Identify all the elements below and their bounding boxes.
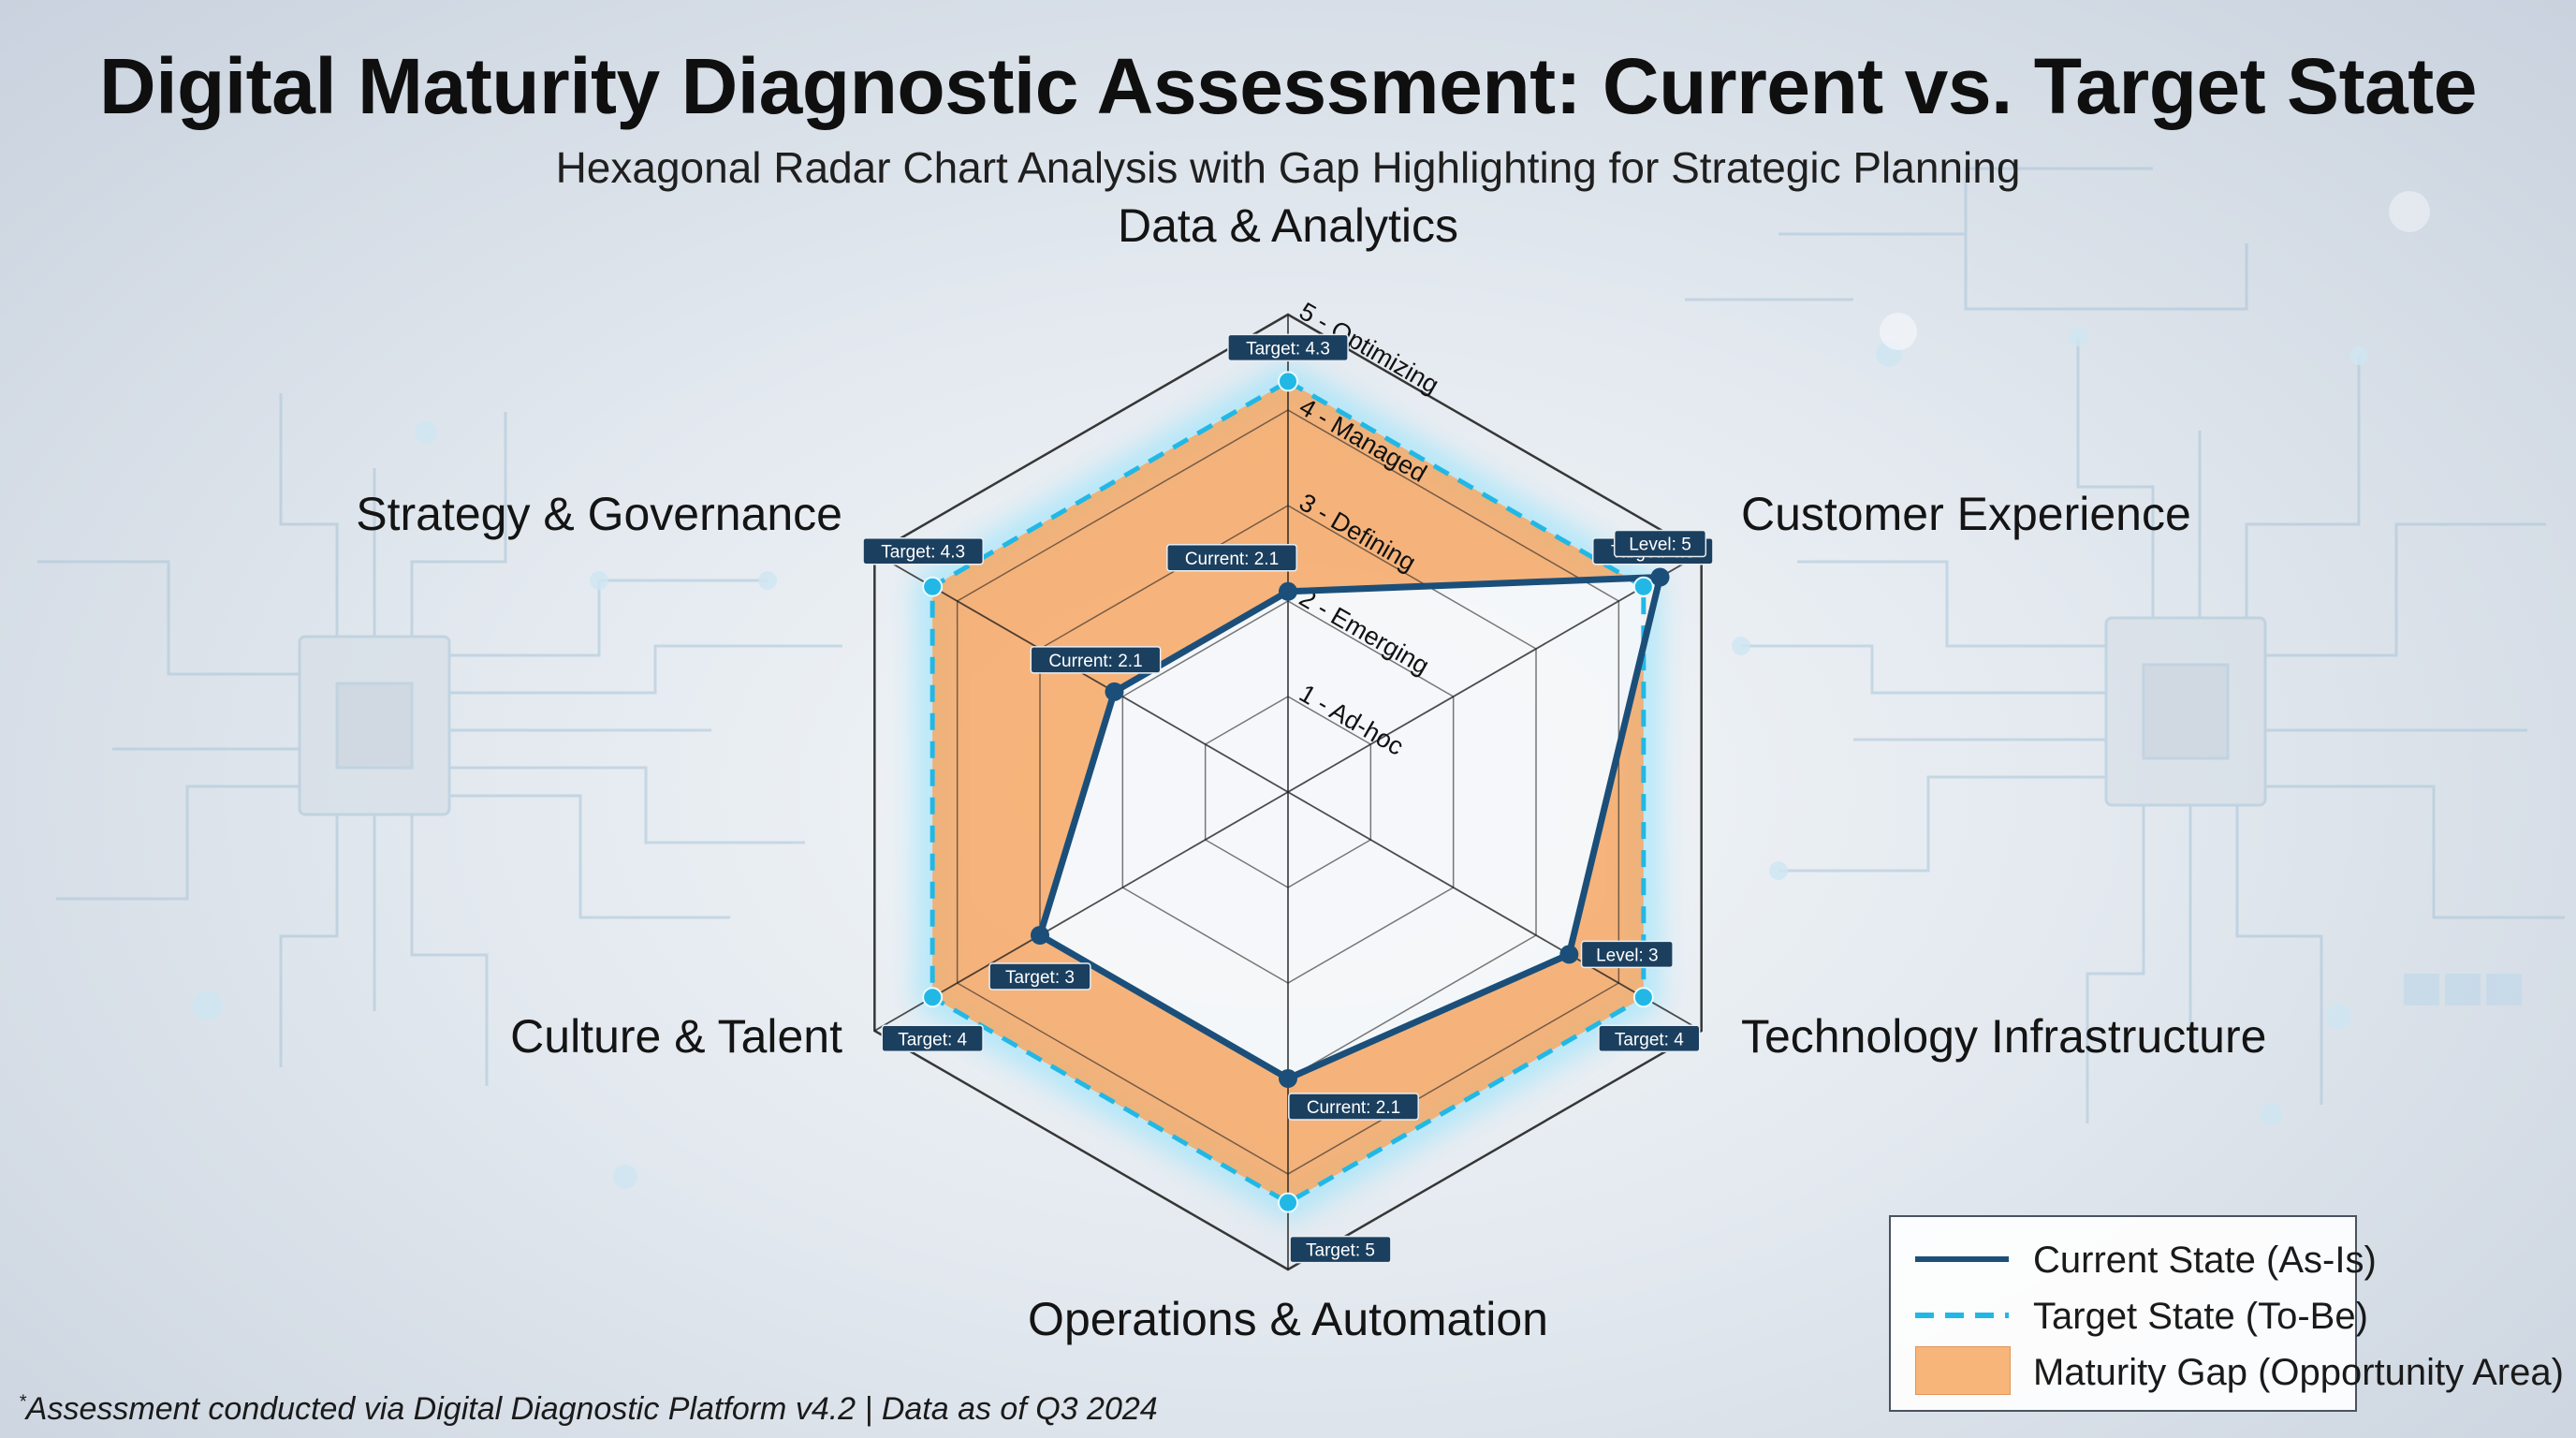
target-label-text: Target: 4: [898, 1030, 967, 1049]
legend-item-current: Current State (As-Is): [1891, 1230, 2377, 1286]
legend-label-current: Current State (As-Is): [2033, 1240, 2377, 1281]
target-point: [922, 987, 944, 1008]
current-label-box: [1580, 940, 1674, 969]
axis-spoke: [1287, 791, 1703, 1032]
current-label-box: [1288, 1093, 1419, 1121]
legend-solid-line-swatch: [1915, 1256, 2009, 1262]
current-label-text: Current: 2.1: [1185, 550, 1279, 569]
current-label-text: Level: 5: [1629, 536, 1691, 555]
legend-dashed-line-swatch: [1915, 1313, 2009, 1318]
current-label: Current: 2.1: [1288, 1093, 1419, 1121]
current-label-box: [988, 962, 1091, 990]
target-point: [1278, 371, 1298, 392]
axis-label: Culture & Talent: [510, 1010, 842, 1063]
current-label-text: Current: 2.1: [1307, 1098, 1400, 1118]
axis-spoke: [873, 791, 1289, 1032]
legend-label-target: Target State (To-Be): [2033, 1296, 2368, 1337]
legend-gap-swatch: [1915, 1346, 2011, 1395]
chart-subtitle: Hexagonal Radar Chart Analysis with Gap …: [555, 143, 2021, 192]
legend-item-gap: Maturity Gap (Opportunity Area): [1891, 1343, 2564, 1399]
current-point: [1650, 567, 1670, 587]
target-label-box: [1289, 1235, 1392, 1264]
current-label-box: [1030, 646, 1162, 674]
axis-spoke: [1287, 552, 1703, 793]
target-label: Target: 5: [1289, 1235, 1392, 1264]
current-label-text: Current: 2.1: [1048, 652, 1142, 671]
axis-label: Technology Infrastructure: [1741, 1010, 2266, 1063]
current-label: Current: 2.1: [1030, 646, 1162, 674]
target-label-text: Target: 4.3: [881, 543, 965, 563]
target-point: [922, 576, 944, 597]
target-point: [1278, 1192, 1298, 1213]
legend-label-gap: Maturity Gap (Opportunity Area): [2033, 1352, 2564, 1393]
legend-item-target: Target State (To-Be): [1891, 1286, 2368, 1343]
target-label-box: [1227, 333, 1349, 362]
target-label: Target: 4.3: [862, 536, 985, 565]
target-label-text: Target: 5: [1306, 1241, 1375, 1261]
current-point: [1030, 926, 1049, 945]
target-label-text: Target: 4: [1615, 1030, 1684, 1049]
current-point: [1279, 581, 1297, 601]
current-label: Current: 2.1: [1166, 544, 1297, 572]
current-label-text: Target: 3: [1005, 968, 1075, 988]
axis-label: Customer Experience: [1741, 488, 2191, 540]
current-label: Level: 5: [1613, 529, 1707, 558]
current-label-box: [1166, 544, 1297, 572]
current-label: Target: 3: [988, 962, 1091, 990]
target-point: [1632, 576, 1654, 597]
target-label: Target: 4.3: [1227, 333, 1349, 362]
target-label: Target: 4: [881, 1024, 984, 1053]
target-point: [1632, 987, 1654, 1008]
footnote: *Assessment conducted via Digital Diagno…: [19, 1391, 1158, 1427]
current-label: Level: 3: [1580, 940, 1674, 969]
axis-label: Data & Analytics: [1118, 199, 1458, 252]
footnote-text: Assessment conducted via Digital Diagnos…: [25, 1391, 1158, 1427]
target-label: Target: 4: [1598, 1024, 1701, 1053]
target-label-box: [1598, 1024, 1701, 1053]
current-point: [1105, 682, 1124, 701]
current-point: [1279, 1069, 1297, 1088]
current-point: [1559, 945, 1579, 964]
current-label-text: Level: 3: [1596, 946, 1659, 965]
target-label-text: Target: 4.3: [1246, 339, 1330, 359]
current-label-box: [1613, 529, 1707, 558]
target-label-box: [862, 536, 985, 565]
target-label-box: [881, 1024, 984, 1053]
axis-label: Strategy & Governance: [356, 488, 842, 540]
chart-title: Digital Maturity Diagnostic Assessment: …: [99, 42, 2477, 130]
legend: Current State (As-Is) Target State (To-B…: [1889, 1215, 2564, 1412]
axis-label: Operations & Automation: [1028, 1293, 1548, 1345]
